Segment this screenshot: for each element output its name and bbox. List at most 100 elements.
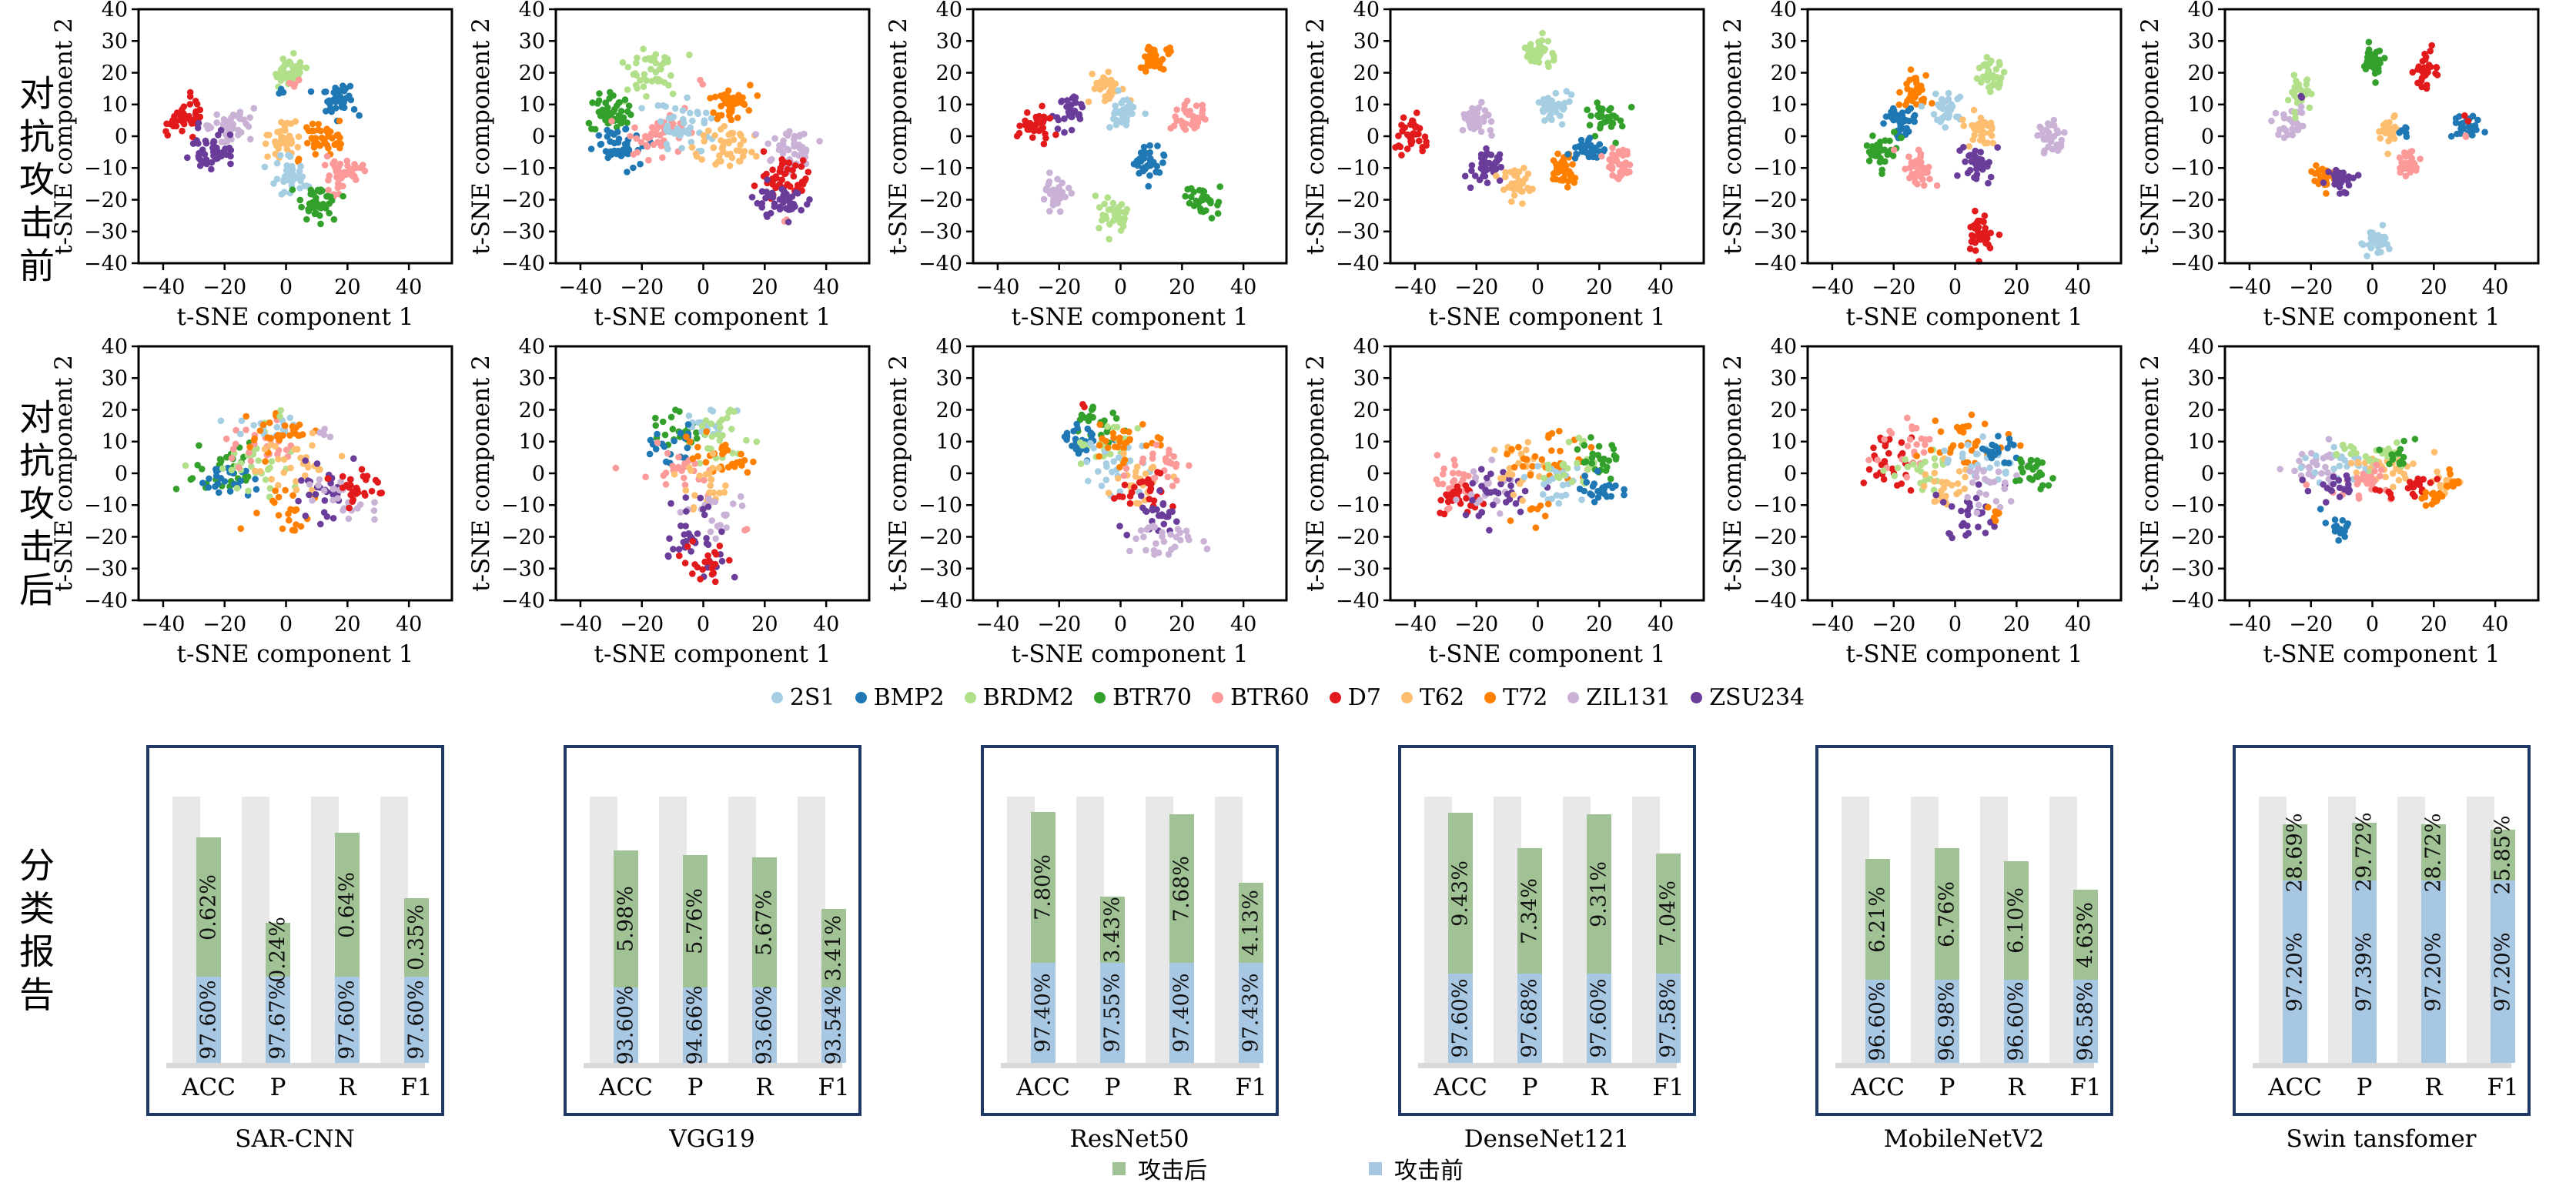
scatter-point-BRDM2 (1574, 459, 1581, 466)
scatter-point-D7 (1022, 117, 1029, 125)
x-tick-label: −40 (2227, 613, 2271, 636)
scatter-point-BTR60 (1890, 146, 1898, 154)
scatter-point-ZIL131 (1167, 531, 1174, 538)
scatter-point-BTR70 (1595, 113, 1603, 121)
scatter-point-BMP2 (1564, 151, 1571, 158)
bar-before-ACC (1031, 963, 1055, 1063)
scatter-point-BTR60 (681, 474, 687, 482)
scatter-point-D7 (1016, 122, 1023, 129)
scatter-point-ZSU234 (2339, 173, 2347, 181)
scatter-point-BTR70 (317, 220, 324, 228)
scatter-point-T62 (1519, 188, 1526, 195)
scatter-point-BRDM2 (280, 68, 287, 75)
scatter-point-ZIL131 (1488, 132, 1495, 139)
legend-dot-BTR60 (1211, 691, 1223, 703)
scatter-point-BTR60 (1149, 475, 1157, 482)
y-tick-label: 40 (102, 0, 128, 22)
scatter-point-T62 (262, 140, 269, 148)
model-name-ResNet50: ResNet50 (1069, 1125, 1189, 1153)
scatter-point-BRDM2 (262, 476, 269, 483)
scatter-point-BRDM2 (288, 73, 296, 80)
attack-legend-label: 攻击前 (1394, 1158, 1464, 1184)
scatter-point-T62 (1099, 83, 1106, 90)
category-band-F1 (380, 797, 408, 1063)
scatter-point-T62 (278, 119, 285, 126)
x-tick-label: −40 (1393, 276, 1437, 299)
scatter-point-BMP2 (637, 160, 644, 168)
scatter-point-T62 (1970, 106, 1978, 114)
scatter-point-BRDM2 (1096, 225, 1102, 232)
scatter-point-D7 (2409, 490, 2417, 498)
scatter-point-BRDM2 (696, 459, 704, 467)
scatter-point-D7 (372, 476, 380, 484)
scatter-point-T62 (1931, 469, 1939, 476)
scatter-point-ZSU234 (2336, 493, 2343, 500)
scatter-point-T72 (323, 125, 331, 132)
scatter-point-BTR60 (1613, 157, 1621, 165)
scatter-point-D7 (798, 163, 805, 170)
scatter-point-2S1 (1548, 97, 1555, 105)
y-tick-label: −20 (501, 526, 545, 550)
scatter-point-BTR60 (229, 446, 237, 453)
scatter-point-BTR70 (1574, 446, 1581, 453)
scatter-point-T62 (1960, 122, 1968, 129)
scatter-point-2S1 (1567, 91, 1575, 99)
scatter-point-BTR60 (608, 118, 615, 125)
scatter-point-BMP2 (212, 483, 219, 490)
scatter-point-BTR60 (2368, 481, 2376, 489)
scatter-point-D7 (1398, 152, 1405, 159)
scatter-point-T72 (279, 525, 286, 533)
scatter-point-ZIL131 (2046, 122, 2054, 129)
value-label-after-F1: 3.41% (821, 915, 846, 981)
bar-after-F1 (2491, 830, 2515, 880)
scatter-point-BRDM2 (277, 406, 285, 414)
category-band-P (1911, 797, 1939, 1063)
x-tick-label: −20 (2289, 276, 2333, 299)
scatter-point-BTR70 (1205, 196, 1212, 204)
y-tick-label: −40 (501, 252, 545, 276)
scatter-point-T72 (694, 443, 701, 451)
y-tick-label: −10 (918, 157, 962, 181)
scatter-point-BTR60 (1450, 476, 1458, 484)
scatter-point-BMP2 (243, 467, 249, 475)
scatter-point-BTR60 (246, 449, 253, 456)
scatter-point-D7 (769, 166, 776, 173)
x-tick-label: −40 (558, 613, 602, 636)
scatter-point-ZIL131 (1051, 194, 1058, 202)
scatter-point-ZSU234 (1469, 496, 1476, 504)
scatter-point-BRDM2 (708, 433, 716, 440)
scatter-point-T62 (297, 454, 304, 462)
scatter-point-BTR60 (361, 167, 369, 175)
scatter-point-ZIL131 (232, 112, 239, 119)
bar-after-F1 (2073, 890, 2098, 980)
scatter-point-ZIL131 (2057, 143, 2065, 150)
scatter-point-2S1 (2330, 465, 2337, 473)
bar-before-R (1587, 974, 1611, 1063)
metric-label-P: P (2356, 1074, 2373, 1101)
scatter-point-T72 (1904, 85, 1911, 92)
scatter-point-D7 (2427, 479, 2434, 486)
scatter-point-T62 (1986, 129, 1994, 137)
scatter-point-D7 (2434, 72, 2441, 79)
scatter-point-BRDM2 (266, 485, 274, 492)
scatter-point-T62 (736, 158, 744, 165)
scatter-point-BMP2 (1587, 142, 1594, 149)
scatter-point-BMP2 (1574, 151, 1581, 158)
scatter-point-D7 (1423, 139, 1430, 145)
scatter-point-BRDM2 (1111, 211, 1119, 219)
scatter-point-ZSU234 (213, 144, 220, 152)
scatter-point-2S1 (303, 182, 310, 189)
scatter-point-ZSU234 (295, 497, 302, 505)
y-tick-label: 10 (1771, 430, 1797, 454)
scatter-point-T62 (701, 138, 708, 145)
scatter-point-2S1 (296, 185, 303, 192)
y-tick-label: 40 (1771, 0, 1797, 22)
scatter-point-BTR60 (1199, 102, 1206, 109)
scatter-point-BRDM2 (1561, 471, 1567, 479)
y-tick-label: −10 (1753, 494, 1797, 518)
scatter-point-2S1 (286, 414, 294, 422)
scatter-point-BTR70 (1595, 443, 1603, 450)
scatter-point-BTR70 (2381, 55, 2388, 62)
scatter-point-T62 (1955, 468, 1963, 475)
